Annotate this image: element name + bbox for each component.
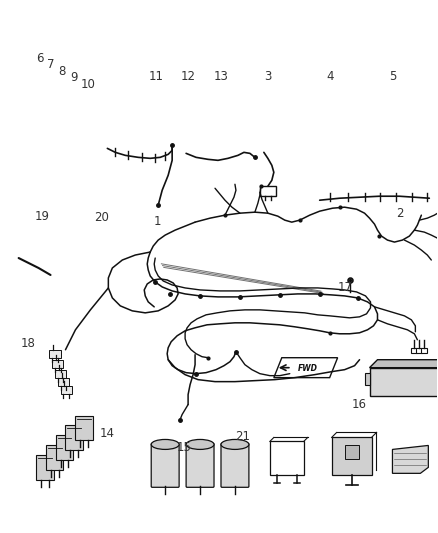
Bar: [421, 348, 427, 353]
Text: 5: 5: [389, 70, 396, 83]
Text: 13: 13: [214, 70, 229, 83]
Polygon shape: [370, 360, 438, 368]
Text: FWD: FWD: [298, 364, 318, 373]
Text: 11: 11: [148, 70, 163, 83]
FancyBboxPatch shape: [186, 443, 214, 487]
Text: 7: 7: [47, 58, 55, 71]
Bar: [54, 370, 67, 378]
Bar: [57, 378, 70, 385]
Bar: [35, 455, 53, 480]
Bar: [49, 350, 60, 358]
Text: 1: 1: [154, 215, 162, 228]
Text: 3: 3: [264, 70, 272, 83]
Polygon shape: [392, 446, 428, 473]
Text: 6: 6: [36, 52, 44, 64]
Text: 4: 4: [327, 70, 334, 83]
Bar: [75, 416, 93, 440]
Text: 10: 10: [81, 78, 95, 91]
Bar: [56, 435, 74, 461]
Bar: [60, 385, 72, 393]
Bar: [364, 373, 370, 385]
Bar: [417, 348, 422, 353]
Bar: [345, 446, 359, 459]
Text: 16: 16: [351, 398, 366, 411]
Text: 15: 15: [177, 441, 191, 454]
FancyBboxPatch shape: [221, 443, 249, 487]
Bar: [411, 348, 417, 353]
Bar: [46, 446, 64, 470]
Text: 9: 9: [70, 71, 78, 84]
Text: 8: 8: [58, 65, 66, 78]
Text: 21: 21: [236, 430, 251, 443]
Ellipse shape: [186, 439, 214, 449]
Text: 19: 19: [35, 209, 49, 222]
Bar: [260, 186, 276, 196]
Text: 14: 14: [100, 427, 115, 440]
Bar: [66, 425, 83, 450]
Bar: [370, 368, 438, 395]
Text: 12: 12: [181, 70, 196, 83]
Ellipse shape: [221, 439, 249, 449]
Bar: [52, 360, 64, 368]
Bar: [332, 438, 371, 475]
Ellipse shape: [151, 439, 179, 449]
Text: 20: 20: [94, 211, 109, 224]
FancyBboxPatch shape: [151, 443, 179, 487]
Bar: [270, 441, 304, 475]
Text: 17: 17: [338, 281, 353, 294]
Text: 18: 18: [20, 337, 35, 350]
Text: 2: 2: [396, 207, 404, 220]
Polygon shape: [274, 358, 338, 378]
